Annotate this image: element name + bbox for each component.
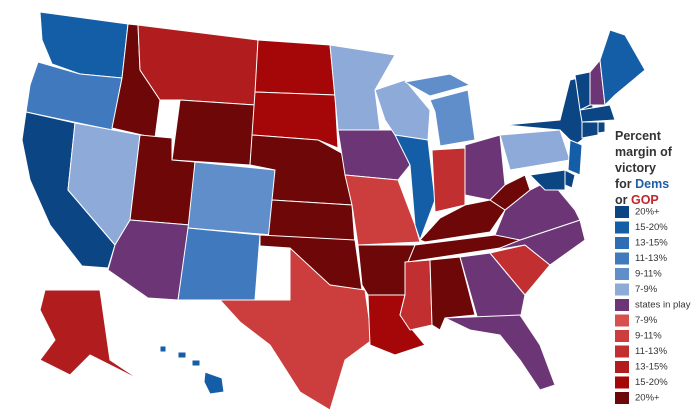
legend-label: 13-15% [635,238,668,249]
legend-swatch [615,237,629,249]
state [191,359,201,367]
state [429,89,476,147]
state [599,29,646,106]
state [203,371,225,395]
state [329,44,396,131]
state [404,73,471,97]
legend-label: 9-11% [635,331,662,342]
legend-label: states in play [635,300,691,311]
state [399,259,433,331]
state [597,121,606,134]
legend-title: Percent [615,129,662,143]
state [177,227,261,301]
state [159,345,167,353]
state [499,129,571,171]
state [489,174,531,211]
legend-label: 11-13% [635,253,668,264]
legend-gop: GOP [631,193,659,207]
legend-label: 13-15% [635,362,668,373]
state [344,174,421,246]
legend-title: or [615,193,628,207]
legend-swatch [615,206,629,218]
legend-title: for Dems [615,177,669,191]
legend-swatch [615,330,629,342]
state [581,121,599,139]
legend-swatch [615,221,629,234]
state [251,91,339,149]
states [21,11,646,411]
legend-swatch [615,252,629,265]
state [177,351,187,359]
legend-swatch [615,314,629,327]
state [464,134,506,201]
legend-title: margin of [615,145,673,159]
legend-label: 11-13% [635,346,668,357]
state [459,252,526,321]
legend-label: 20%+ [635,393,660,404]
state [171,99,256,166]
state [187,161,276,236]
state [39,289,141,381]
legend-title: victory [615,161,656,175]
state [444,314,556,391]
state [219,247,373,411]
state [529,169,566,191]
state [494,179,581,241]
legend-swatch [615,268,629,280]
legend-label: 20%+ [635,207,660,218]
legend-title: or GOP [615,193,659,207]
legend-swatch [615,299,629,311]
legend-title: for [615,177,632,191]
legend-label: 9-11% [635,269,662,280]
legend-label: 15-20% [635,377,668,388]
legend-label: 15-20% [635,222,668,233]
state [254,39,336,96]
legend-swatch [615,345,629,358]
legend-label: 7-9% [635,315,658,326]
legend-swatch [615,283,629,296]
state [137,24,259,106]
state [567,139,583,176]
state [579,104,616,123]
legend-swatch [615,376,629,389]
legend-label: 7-9% [635,284,658,295]
legend-dems: Dems [635,177,669,191]
legend-swatch [615,361,629,373]
legend: Percent margin of victory for Dems or GO… [615,129,691,404]
state [431,147,466,213]
legend-swatch [615,392,629,404]
state [337,129,411,181]
